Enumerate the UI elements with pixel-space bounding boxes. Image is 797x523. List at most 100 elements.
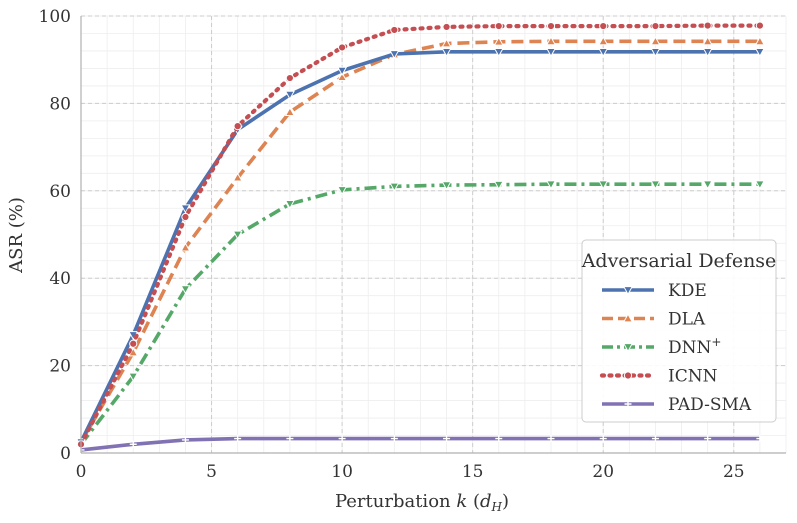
x-tick-label: 25: [723, 462, 745, 482]
point-marker: [754, 47, 765, 58]
point-marker: [702, 180, 713, 190]
legend-label: DLA: [668, 310, 706, 330]
tick-labels: 0 5 10 15 20 25 0 20 40 60 80 100: [39, 7, 745, 482]
point-marker: [441, 38, 452, 48]
point-marker: [703, 21, 712, 30]
point-marker: [337, 71, 348, 82]
legend-entry-dnn-: DNN+: [602, 335, 721, 358]
y-tick-label: 20: [49, 357, 71, 377]
point-marker: [284, 106, 295, 116]
point-marker: [337, 186, 348, 196]
y-tick-label: 0: [60, 444, 71, 464]
point-marker: [493, 47, 504, 58]
point-marker: [622, 343, 634, 353]
point-marker: [493, 180, 504, 190]
legend-label: DNN+: [668, 335, 721, 358]
series-pad-sma: [77, 435, 764, 454]
legend-title: Adversarial Defense: [581, 250, 777, 272]
point-marker: [441, 181, 452, 191]
point-marker: [598, 180, 609, 190]
series-line: [78, 23, 762, 447]
x-tick-label: 10: [331, 462, 353, 482]
point-marker: [128, 372, 139, 382]
point-marker: [284, 200, 295, 210]
point-marker: [180, 242, 191, 252]
y-tick-label: 100: [39, 7, 71, 27]
point-marker: [233, 122, 242, 131]
series-layer: [75, 21, 765, 454]
point-marker: [650, 47, 661, 58]
point-marker: [232, 172, 243, 182]
point-marker: [285, 73, 294, 83]
point-marker: [598, 36, 609, 46]
point-marker: [624, 400, 632, 408]
point-marker: [622, 286, 634, 296]
y-tick-label: 40: [49, 269, 71, 289]
point-marker: [337, 66, 348, 76]
y-axis-label: ASR (%): [6, 197, 27, 274]
point-marker: [180, 204, 191, 214]
point-marker: [181, 212, 190, 222]
point-marker: [441, 47, 452, 58]
point-marker: [442, 22, 451, 32]
point-marker: [232, 230, 243, 240]
series-kde: [75, 47, 765, 448]
point-marker: [284, 90, 295, 100]
y-tick-label: 80: [49, 94, 71, 114]
series-line: [79, 50, 760, 443]
point-marker: [598, 47, 609, 58]
point-marker: [651, 21, 660, 31]
point-marker: [545, 180, 557, 190]
point-marker: [338, 435, 346, 443]
point-marker: [650, 180, 661, 190]
point-marker: [754, 180, 765, 190]
point-marker: [181, 436, 189, 444]
point-marker: [623, 371, 633, 380]
y-tick-label: 60: [49, 182, 71, 202]
series-line: [79, 182, 760, 446]
point-marker: [754, 36, 765, 46]
x-tick-label: 15: [462, 462, 484, 482]
x-tick-label: 0: [76, 462, 87, 482]
legend-label: PAD-SMA: [668, 395, 752, 415]
point-marker: [702, 47, 713, 58]
x-tick-label: 20: [592, 462, 614, 482]
point-marker: [599, 21, 608, 31]
point-marker: [338, 43, 347, 52]
point-marker: [389, 50, 400, 60]
point-marker: [547, 435, 555, 443]
point-marker: [622, 313, 634, 323]
axes-frame: [80, 16, 786, 454]
point-marker: [129, 339, 138, 348]
point-marker: [234, 435, 242, 443]
series-line: [80, 436, 760, 452]
point-marker: [390, 435, 398, 443]
point-marker: [546, 21, 556, 31]
point-marker: [443, 435, 451, 443]
point-marker: [495, 435, 503, 443]
legend-entries: KDE DLA DNN+ ICNN PAD-SMA: [599, 281, 752, 415]
series-line: [79, 39, 760, 444]
x-axis-label: Perturbation k (dH): [335, 491, 509, 514]
point-marker: [390, 25, 399, 35]
legend-entry-pad-sma: PAD-SMA: [602, 395, 752, 415]
legend-label: KDE: [668, 281, 707, 301]
legend-label: ICNN: [668, 367, 718, 387]
point-marker: [704, 435, 712, 443]
legend-entry-dla: DLA: [602, 310, 706, 330]
point-marker: [493, 36, 504, 46]
point-marker: [180, 285, 191, 295]
legend-entry-kde: KDE: [602, 281, 707, 301]
point-marker: [129, 440, 137, 448]
point-marker: [494, 21, 503, 31]
legend-entry-icnn: ICNN: [599, 367, 718, 387]
point-marker: [286, 435, 294, 443]
point-marker: [756, 435, 764, 443]
point-marker: [755, 21, 764, 30]
point-marker: [389, 182, 400, 192]
point-marker: [702, 36, 713, 46]
legend: Adversarial Defense KDE DLA DNN+ ICNN PAD-SM…: [581, 239, 777, 423]
point-marker: [651, 435, 659, 443]
point-marker: [545, 36, 557, 46]
